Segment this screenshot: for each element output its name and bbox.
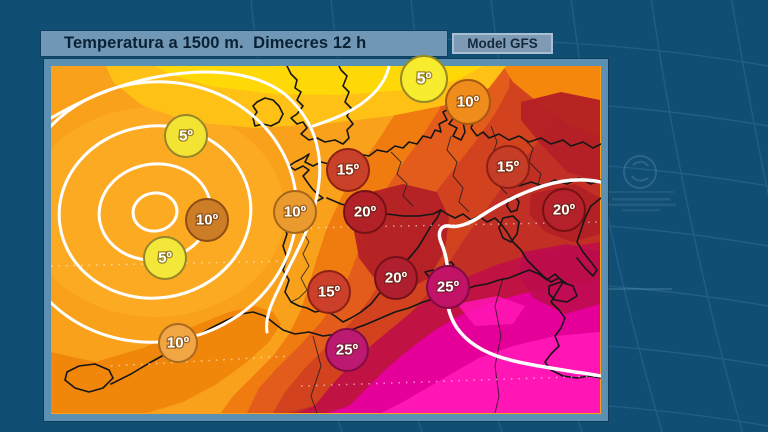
temp-badge-value: 5º: [417, 71, 432, 88]
model-badge-label: Model GFS: [467, 36, 538, 51]
watermark-logo: [606, 155, 676, 212]
temperature-map: 5º 10º 5º 10º 5º 10º 15º 15º 10º 20º 20º 15º 20º 25º 2…: [51, 55, 601, 414]
temp-badge: 20º: [542, 188, 586, 232]
model-badge: Model GFS: [452, 33, 553, 54]
temp-badge-value: 5º: [158, 250, 172, 267]
title-bar: Temperatura a 1500 m. Dimecres 12 h: [41, 31, 447, 56]
temp-badge-value: 5º: [179, 128, 193, 145]
temp-badge: 5º: [143, 236, 187, 280]
temp-badge: 15º: [486, 145, 530, 189]
temp-badge: 10º: [158, 323, 198, 363]
temp-badge: 10º: [445, 79, 491, 125]
temp-badge-value: 20º: [553, 202, 576, 219]
temp-badges-layer: 5º 10º 5º 10º 5º 10º 15º 15º 10º 20º 20º 15º 20º 25º 2…: [143, 55, 586, 372]
temp-badge-value: 15º: [497, 159, 520, 176]
temp-badge-value: 25º: [437, 279, 460, 296]
temp-badge: 5º: [164, 114, 208, 158]
temp-badge: 15º: [326, 148, 370, 192]
temp-badge: 20º: [343, 190, 387, 234]
temp-badge-value: 20º: [385, 270, 408, 287]
temp-badge-value: 25º: [336, 342, 359, 359]
temp-badge-value: 15º: [337, 162, 360, 179]
temp-badge: 15º: [307, 270, 351, 314]
temp-badge-value: 20º: [354, 204, 377, 221]
temp-badge: 10º: [273, 190, 317, 234]
page-title: Temperatura a 1500 m. Dimecres 12 h: [64, 34, 367, 52]
temp-badge-value: 10º: [196, 212, 219, 229]
temp-badge: 25º: [325, 328, 369, 372]
temp-badge-value: 10º: [457, 94, 480, 111]
map-terrain: [51, 66, 601, 414]
temp-badge-value: 15º: [318, 284, 341, 301]
map-frame: 5º 10º 5º 10º 5º 10º 15º 15º 10º 20º 20º 15º 20º 25º 2…: [44, 55, 608, 421]
temp-badge-value: 10º: [284, 204, 307, 221]
temp-badge: 20º: [374, 256, 418, 300]
temp-badge: 25º: [426, 265, 470, 309]
temp-badge-value: 10º: [167, 335, 190, 352]
temp-badge: 5º: [400, 55, 448, 103]
temp-badge: 10º: [185, 198, 229, 242]
